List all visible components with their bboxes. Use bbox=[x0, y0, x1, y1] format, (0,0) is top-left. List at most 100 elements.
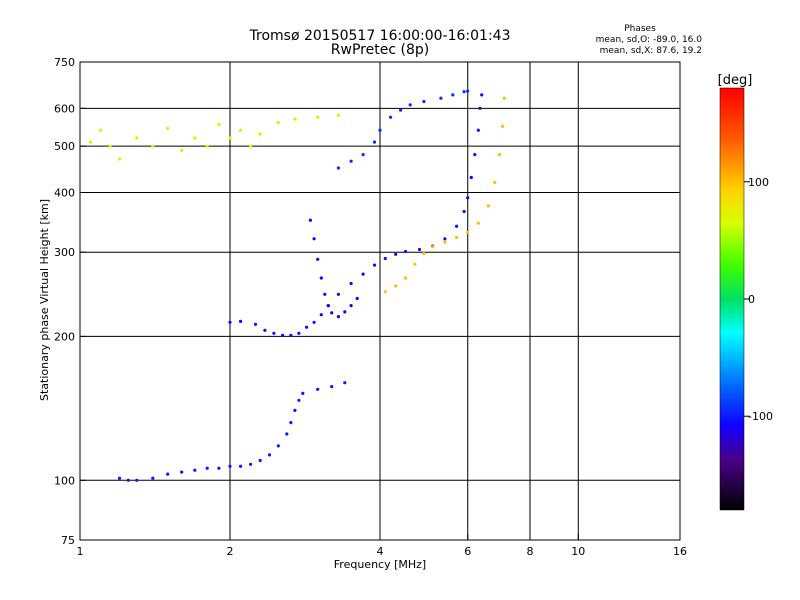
colorbar-label: [deg] bbox=[718, 73, 753, 88]
data-point bbox=[205, 466, 209, 470]
data-point bbox=[117, 157, 122, 161]
data-points bbox=[89, 89, 506, 482]
data-point bbox=[361, 272, 365, 276]
data-point bbox=[126, 478, 130, 482]
data-point bbox=[289, 333, 293, 337]
phase-mean-o: mean, sd,O: -89.0, 16.0 bbox=[596, 35, 703, 45]
data-point bbox=[308, 218, 312, 222]
data-point bbox=[462, 209, 466, 214]
phase-heading: Phases bbox=[624, 24, 656, 34]
data-point bbox=[408, 103, 412, 107]
y-tick-label: 200 bbox=[54, 330, 75, 343]
data-point bbox=[330, 385, 334, 389]
colorbar-tick-label: 100 bbox=[748, 176, 769, 189]
colorbar-tick-label: 0 bbox=[748, 293, 755, 306]
data-point bbox=[469, 175, 473, 180]
data-point bbox=[180, 470, 184, 474]
data-point bbox=[455, 235, 459, 240]
data-point bbox=[451, 93, 455, 97]
data-point bbox=[336, 292, 340, 296]
data-point bbox=[462, 90, 466, 94]
chart-subtitle: RwPretec (8p) bbox=[331, 42, 429, 58]
data-point bbox=[326, 304, 330, 308]
data-point bbox=[166, 126, 170, 130]
data-point bbox=[135, 478, 139, 482]
data-point bbox=[336, 166, 340, 170]
data-point bbox=[378, 128, 382, 132]
data-point bbox=[343, 310, 347, 314]
colorbar-tick-label: -100 bbox=[748, 410, 773, 423]
data-point bbox=[330, 311, 334, 315]
data-point bbox=[493, 180, 497, 184]
data-point bbox=[205, 144, 209, 148]
data-point bbox=[480, 93, 484, 97]
y-tick-label: 400 bbox=[54, 186, 75, 199]
data-point bbox=[193, 136, 197, 140]
data-point bbox=[258, 132, 262, 136]
data-point bbox=[422, 252, 426, 256]
data-point bbox=[417, 247, 422, 252]
data-point bbox=[217, 122, 221, 127]
x-tick-label: 16 bbox=[673, 545, 687, 558]
data-point bbox=[316, 387, 320, 391]
y-tick-label: 100 bbox=[54, 474, 75, 487]
data-point bbox=[476, 128, 480, 132]
data-point bbox=[319, 276, 323, 280]
x-tick-label: 6 bbox=[464, 545, 471, 558]
y-axis-label: Stationary phase Virtual Height [km] bbox=[38, 199, 51, 401]
data-point bbox=[502, 96, 506, 100]
data-point bbox=[305, 325, 309, 329]
data-point bbox=[312, 237, 316, 241]
data-point bbox=[394, 252, 398, 256]
data-point bbox=[336, 315, 340, 319]
x-tick-label: 2 bbox=[227, 545, 234, 558]
y-tick-label: 75 bbox=[61, 534, 75, 547]
data-point bbox=[293, 117, 297, 121]
data-point bbox=[476, 221, 480, 225]
data-point bbox=[372, 263, 377, 267]
data-point bbox=[383, 290, 387, 294]
data-point bbox=[394, 284, 398, 288]
data-point bbox=[135, 136, 139, 140]
data-point bbox=[431, 245, 435, 249]
data-point bbox=[439, 96, 443, 100]
data-point bbox=[389, 115, 393, 119]
data-point bbox=[239, 319, 243, 323]
data-point bbox=[276, 444, 280, 448]
data-point bbox=[276, 121, 280, 125]
data-point bbox=[399, 108, 403, 112]
data-point bbox=[228, 464, 232, 468]
data-point bbox=[422, 99, 426, 104]
data-point bbox=[258, 458, 262, 463]
data-point bbox=[361, 153, 365, 157]
data-point bbox=[316, 257, 320, 261]
data-point bbox=[301, 391, 305, 395]
data-point bbox=[466, 196, 470, 200]
x-tick-label: 4 bbox=[377, 545, 384, 558]
x-tick-label: 10 bbox=[571, 545, 585, 558]
data-point bbox=[253, 322, 258, 326]
data-point bbox=[263, 328, 267, 332]
data-point bbox=[316, 115, 320, 119]
x-tick-label: 8 bbox=[527, 545, 534, 558]
x-axis: 1 2 4 6 8 10 16 bbox=[77, 534, 687, 558]
data-point bbox=[403, 276, 408, 280]
y-axis: 75 100 200 300 400 500 600 750 bbox=[54, 56, 86, 547]
data-point bbox=[486, 204, 490, 208]
data-point bbox=[466, 89, 470, 93]
data-point bbox=[343, 381, 347, 385]
x-tick-label: 1 bbox=[77, 545, 84, 558]
data-point bbox=[336, 113, 340, 117]
grid-lines bbox=[80, 62, 680, 540]
x-axis-label: Frequency [MHz] bbox=[334, 558, 426, 571]
data-point bbox=[249, 462, 253, 466]
data-point bbox=[319, 313, 323, 317]
data-point bbox=[117, 476, 122, 480]
colorbar bbox=[719, 87, 745, 511]
data-point bbox=[239, 464, 243, 468]
data-point bbox=[413, 262, 417, 266]
data-point bbox=[180, 148, 184, 152]
data-point bbox=[443, 237, 447, 241]
data-point bbox=[478, 106, 482, 110]
